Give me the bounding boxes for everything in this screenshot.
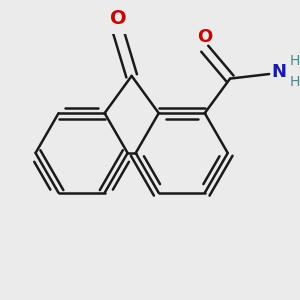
Text: H: H xyxy=(289,75,300,89)
Text: O: O xyxy=(197,28,212,46)
Text: O: O xyxy=(110,9,126,28)
Text: H: H xyxy=(289,54,300,68)
Text: N: N xyxy=(271,63,286,81)
